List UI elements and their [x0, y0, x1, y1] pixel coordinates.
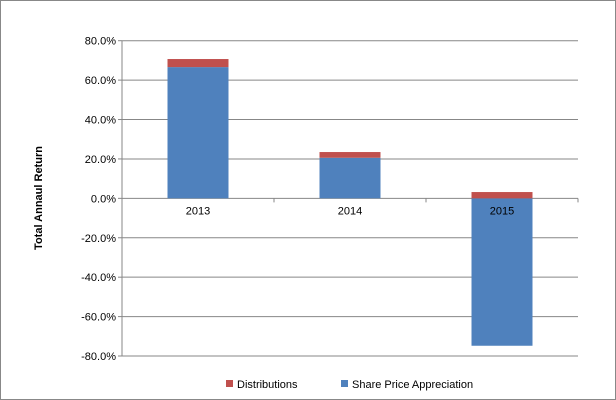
y-axis-label: Total Annaul Return [33, 146, 45, 250]
y-tick-label: 60.0% [85, 75, 116, 87]
y-tick-label: -80.0% [81, 351, 116, 363]
y-tick-label: 0.0% [91, 193, 116, 205]
y-tick-label: -20.0% [81, 233, 116, 245]
y-tick-label: 40.0% [85, 115, 116, 127]
y-tick-label: 80.0% [85, 36, 116, 48]
bar-distributions [319, 152, 381, 158]
y-tick-label: -60.0% [81, 312, 116, 324]
bar-share-price-appreciation [471, 198, 533, 346]
legend-label: Distributions [237, 379, 298, 391]
legend-label: Share Price Appreciation [352, 379, 473, 391]
bar-distributions [167, 59, 229, 68]
bar-share-price-appreciation [319, 157, 381, 199]
x-tick-label: 2014 [338, 205, 362, 217]
legend-swatch [226, 380, 233, 387]
bar-share-price-appreciation [167, 67, 229, 199]
x-tick-label: 2013 [186, 205, 210, 217]
x-tick-label: 2015 [490, 205, 514, 217]
y-tick-label: 20.0% [85, 154, 116, 166]
y-tick-label: -40.0% [81, 272, 116, 284]
bar-distributions [471, 192, 533, 199]
legend-swatch [341, 380, 348, 387]
